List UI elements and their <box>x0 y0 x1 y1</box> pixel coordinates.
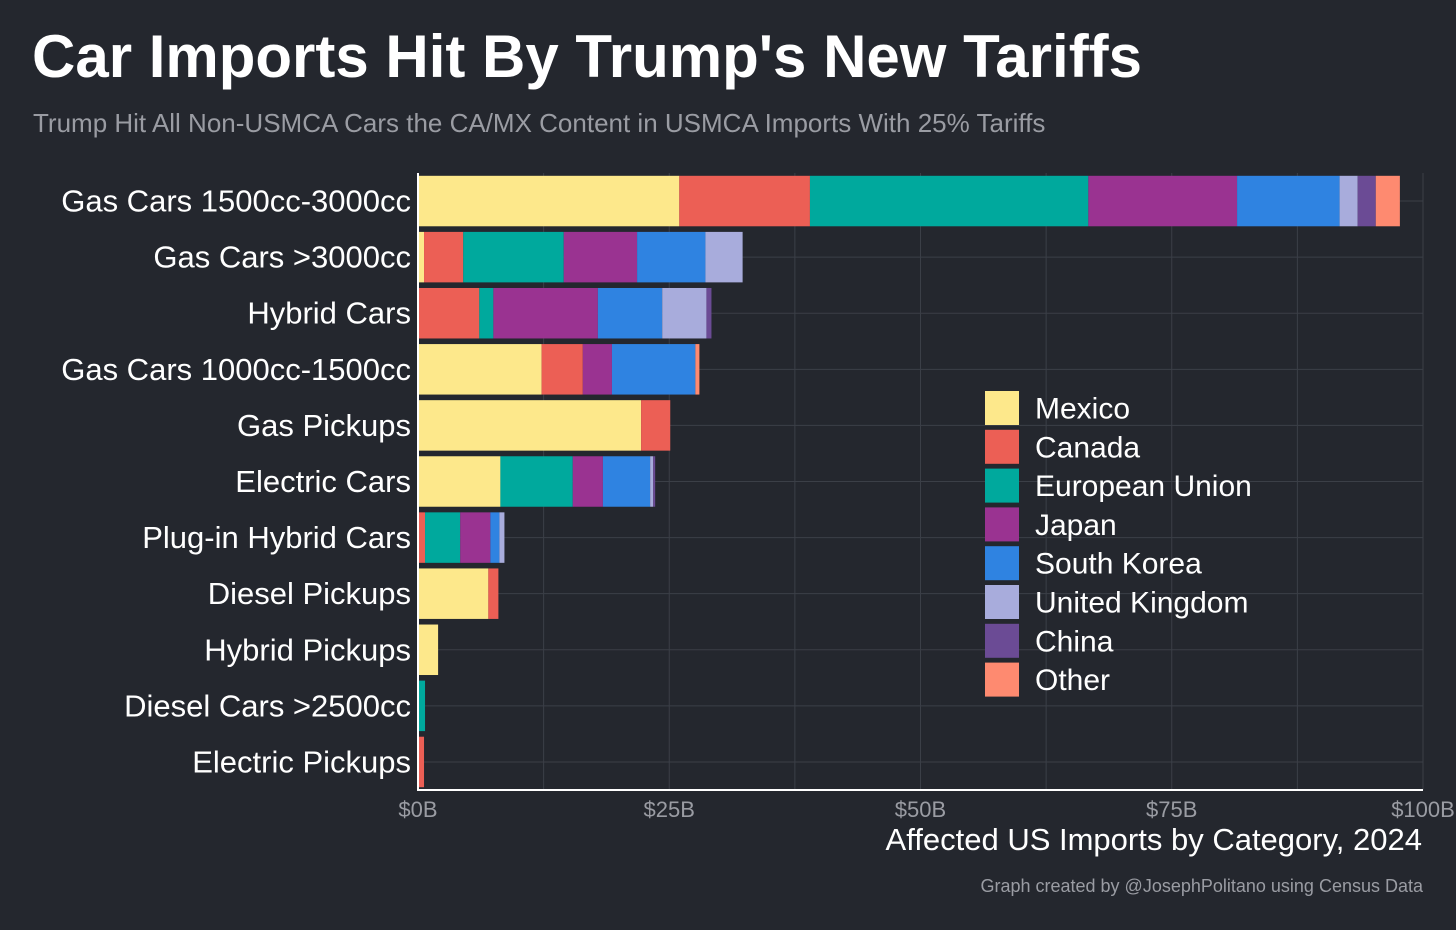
bar-segment <box>602 456 651 507</box>
bar-segment <box>479 287 494 339</box>
axes <box>417 173 1423 791</box>
bar-segment <box>582 344 612 395</box>
bar-segment <box>460 512 491 563</box>
bar-segment <box>541 344 583 395</box>
bar-segment <box>662 287 707 339</box>
bar-segment <box>418 287 480 339</box>
category-label: Diesel Cars >2500cc <box>124 688 411 723</box>
legend-swatch <box>985 507 1019 542</box>
category-label: Diesel Pickups <box>208 576 411 611</box>
category-label: Hybrid Pickups <box>204 632 411 667</box>
bar-segment <box>1088 175 1238 227</box>
bar-segment <box>706 287 712 339</box>
chart-subtitle: Trump Hit All Non-USMCA Cars the CA/MX C… <box>33 108 1046 138</box>
bar-segment <box>1237 175 1340 227</box>
bar-segment <box>418 680 426 732</box>
category-label: Plug-in Hybrid Cars <box>142 520 411 555</box>
category-label: Gas Pickups <box>237 408 411 443</box>
legend-swatch <box>985 391 1019 425</box>
bar-segment <box>490 512 500 563</box>
x-tick-labels: $0B $25B $50B $75B $100B <box>398 797 1454 822</box>
category-label: Gas Cars 1500cc-3000cc <box>61 184 411 219</box>
x-tick-label: $75B <box>1146 797 1197 822</box>
grid-lines <box>417 173 1424 790</box>
legend-label: United Kingdom <box>1035 587 1248 620</box>
bar-segment <box>418 456 501 507</box>
bar-segment <box>418 512 426 563</box>
legend-label: European Union <box>1035 470 1252 503</box>
legend-swatch <box>985 623 1019 658</box>
bar-segment <box>563 231 638 283</box>
x-tick-label: $0B <box>398 797 437 822</box>
legend-label: Japan <box>1035 509 1117 542</box>
x-tick-label: $50B <box>895 797 946 822</box>
bar-segment <box>611 344 696 395</box>
legend-swatch <box>985 662 1019 697</box>
legend-swatch <box>985 468 1019 503</box>
x-tick-label: $25B <box>644 797 695 822</box>
legend-label: China <box>1035 625 1114 658</box>
bar-segment <box>597 287 663 339</box>
bar-segment <box>679 175 810 227</box>
bar-segment <box>425 512 461 563</box>
legend-label: Mexico <box>1035 393 1130 426</box>
category-label: Gas Cars >3000cc <box>153 240 411 275</box>
bar-segment <box>493 287 598 339</box>
bar-segment <box>424 231 464 283</box>
bar-segment <box>500 456 573 507</box>
bar-segment <box>418 231 425 283</box>
category-label: Gas Cars 1000cc-1500cc <box>61 352 411 387</box>
bar-segment <box>641 400 671 451</box>
bar-segment <box>705 231 743 283</box>
legend-swatch <box>985 585 1019 619</box>
bar-segment <box>418 175 680 227</box>
x-tick-label: $100B <box>1391 797 1455 822</box>
bar-segment <box>1339 175 1358 227</box>
bar-segment <box>418 624 439 676</box>
legend-label: South Korea <box>1035 548 1202 581</box>
bar-segment <box>637 231 706 283</box>
legend-label: Canada <box>1035 431 1140 464</box>
x-axis-title: Affected US Imports by Category, 2024 <box>885 822 1422 857</box>
legend: Mexico Canada European Union Japan South Kor… <box>985 391 1252 697</box>
bar-segment <box>653 456 656 507</box>
bar-segment <box>572 456 603 507</box>
category-label: Electric Cars <box>235 464 411 499</box>
bar-segment <box>488 568 499 619</box>
bar-segment <box>809 175 1089 227</box>
bars <box>418 175 1400 788</box>
bar-segment <box>1375 175 1400 227</box>
source-caption: Graph created by @JosephPolitano using C… <box>980 876 1423 896</box>
chart-title: Car Imports Hit By Trump's New Tariffs <box>32 23 1143 90</box>
bar-segment <box>418 568 489 619</box>
legend-label: Other <box>1035 664 1110 697</box>
bar-segment <box>463 231 564 283</box>
legend-swatch <box>985 546 1019 581</box>
bar-segment <box>499 512 505 563</box>
bar-segment <box>418 344 542 395</box>
bar-segment <box>418 400 642 451</box>
bar-segment <box>695 344 700 395</box>
bar-segment <box>1357 175 1376 227</box>
category-labels: Gas Cars 1500cc-3000cc Gas Cars >3000cc Hy… <box>61 184 411 780</box>
bar-segment <box>418 736 425 788</box>
category-label: Hybrid Cars <box>247 296 411 331</box>
bar-segment <box>650 456 654 507</box>
category-label: Electric Pickups <box>192 744 411 779</box>
legend-swatch <box>985 429 1019 464</box>
